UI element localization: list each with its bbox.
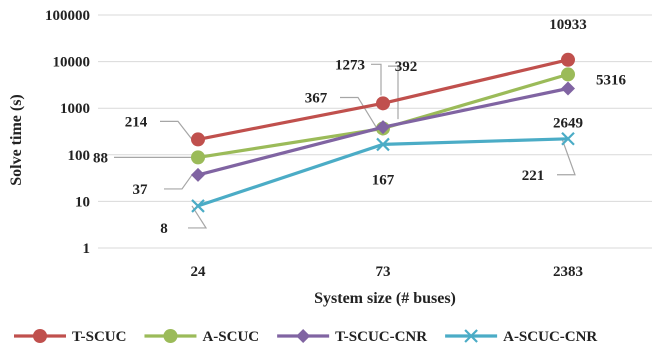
data-label: 2649	[553, 115, 583, 131]
data-point	[191, 150, 205, 165]
data-labels: 214 1273 10933 88 367 5316 37 392 2649 8 167 221	[93, 17, 627, 237]
data-label: 392	[395, 59, 418, 75]
data-point	[376, 120, 390, 135]
x-tick-label: 2383	[553, 264, 583, 280]
y-tick-label: 10	[75, 194, 90, 210]
y-axis-title: Solve time (s)	[8, 94, 25, 186]
data-label: 88	[93, 150, 108, 166]
data-point	[376, 137, 390, 152]
data-label: 1273	[335, 57, 365, 73]
data-label: 10933	[549, 17, 587, 33]
legend-item-t-scuc: T-SCUC	[14, 329, 126, 345]
data-point	[561, 52, 575, 67]
legend-item-a-scuc-cnr: A-SCUC-CNR	[445, 329, 597, 345]
x-tick-label: 24	[191, 264, 207, 280]
gridlines	[98, 14, 652, 249]
data-label: 214	[125, 114, 148, 130]
legend-label: T-SCUC-CNR	[335, 329, 427, 345]
data-point	[561, 67, 575, 82]
leader-line	[340, 96, 378, 129]
data-label: 367	[305, 90, 328, 106]
data-label: 37	[133, 182, 149, 198]
x-axis-title: System size (# buses)	[314, 290, 456, 307]
data-label: 8	[160, 221, 168, 237]
legend-label: T-SCUC	[72, 329, 126, 345]
legend-swatch-marker	[464, 329, 478, 343]
leader-line	[160, 120, 193, 140]
x-tick-label: 73	[376, 264, 391, 280]
data-point	[191, 167, 205, 182]
leader-line	[557, 138, 576, 176]
legend-label: A-SCUC	[202, 329, 259, 345]
y-tick-label: 10000	[53, 55, 91, 71]
data-point	[376, 96, 390, 111]
data-point	[561, 131, 575, 146]
leader-line	[388, 65, 399, 120]
data-label: 5316	[596, 72, 627, 88]
series-lines	[191, 52, 575, 213]
data-point	[191, 199, 205, 213]
leader-line	[164, 174, 193, 190]
data-label: 221	[522, 168, 545, 184]
legend-label: A-SCUC-CNR	[503, 329, 597, 345]
y-tick-label: 1	[83, 241, 91, 257]
x-axis-ticks: 24 73 2383	[191, 264, 584, 280]
y-tick-label: 1000	[60, 101, 90, 117]
legend-swatch-marker	[296, 329, 311, 343]
leader-line	[371, 63, 382, 96]
legend-swatch-marker	[163, 329, 178, 343]
y-tick-label: 100000	[45, 8, 90, 24]
leader-line	[188, 205, 208, 229]
y-tick-label: 100	[68, 148, 91, 164]
y-axis-ticks: 1 10 100 1000 10000 100000	[45, 8, 90, 257]
data-label: 167	[372, 172, 395, 188]
data-point	[561, 81, 575, 96]
legend-swatch-marker	[33, 329, 47, 343]
legend: T-SCUC A-SCUC T-SCUC-CNR A-SCUC-CNR	[14, 329, 597, 345]
legend-item-t-scuc-cnr: T-SCUC-CNR	[277, 329, 427, 345]
label-leader-lines	[114, 63, 576, 229]
legend-item-a-scuc: A-SCUC	[144, 329, 259, 345]
data-point	[191, 132, 205, 147]
